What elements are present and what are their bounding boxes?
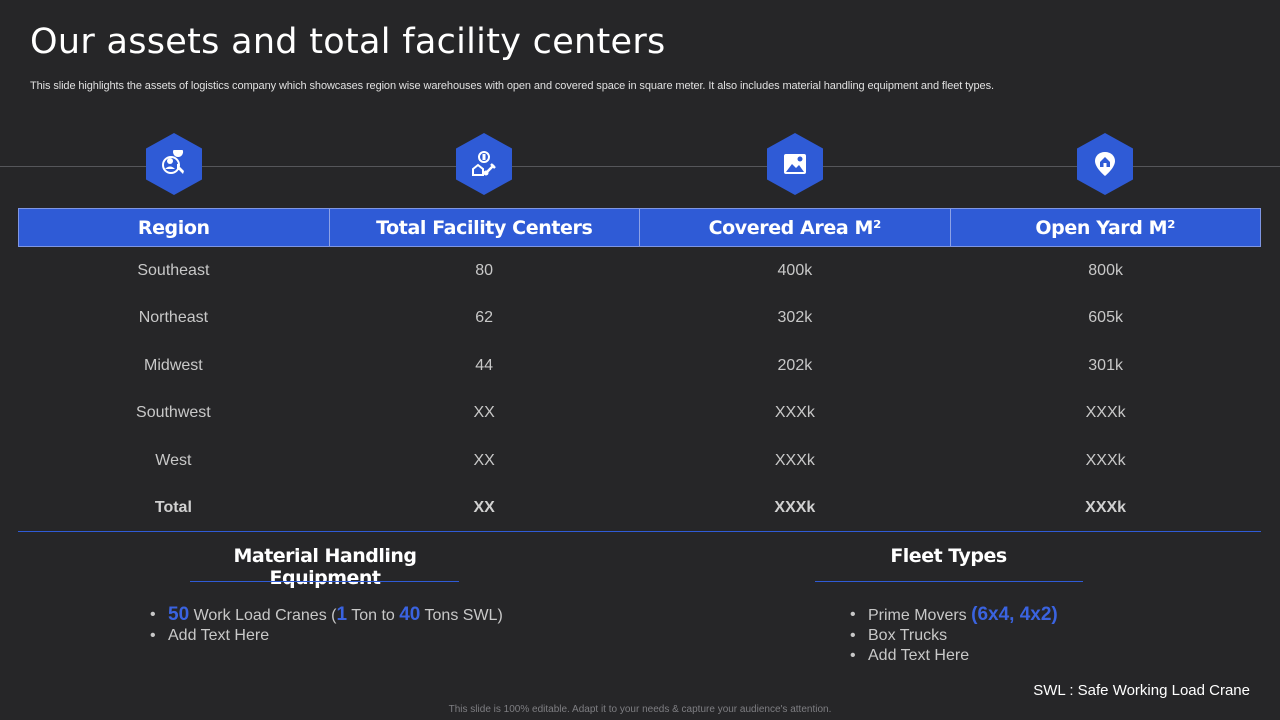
cell-covered-area: XXXk <box>774 404 815 422</box>
location-home-icon <box>1095 152 1115 176</box>
table-total-row: Total XX XXXk XXXk <box>18 485 1261 533</box>
open-yard-icon-badge <box>1077 133 1133 195</box>
crane-text: Ton to <box>347 607 400 624</box>
table-row: Midwest 44 202k 301k <box>18 342 1261 390</box>
cell-region: Total <box>154 499 192 517</box>
cell-facility-centers: XX <box>473 451 495 469</box>
cell-open-yard: 301k <box>1088 356 1123 374</box>
footer-text: This slide is 100% editable. Adapt it to… <box>448 704 832 715</box>
cell-facility-centers: XX <box>473 404 495 422</box>
list-item: Prime Movers (6x4, 4x2) <box>848 605 1058 626</box>
region-people-icon <box>162 150 184 174</box>
cell-facility-centers: 62 <box>475 309 494 327</box>
region-icon-badge <box>146 133 202 195</box>
cell-covered-area: 202k <box>777 356 813 374</box>
list-item: Add Text Here <box>148 626 503 646</box>
swl-note: SWL : Safe Working Load Crane <box>1033 682 1250 699</box>
header-region: Region <box>19 209 330 246</box>
fleet-text: Prime Movers <box>868 607 972 624</box>
equipment-title: Material Handling Equipment <box>233 545 417 589</box>
slide-title: Our assets and total facility centers <box>30 22 666 62</box>
cell-region: Southwest <box>136 404 211 422</box>
cell-region: Midwest <box>144 356 203 374</box>
divider-line <box>0 166 1280 167</box>
fleet-title: Fleet Types <box>890 545 1007 567</box>
list-item: Box Trucks <box>848 626 1058 646</box>
table-bottom-line <box>18 531 1261 532</box>
header-open-yard: Open Yard M² <box>1035 216 1176 239</box>
table-row: Northeast 62 302k 605k <box>18 295 1261 343</box>
cell-open-yard: XXXk <box>1085 404 1126 422</box>
crane-text: Tons SWL) <box>420 607 503 624</box>
crane-max: 40 <box>399 604 421 625</box>
slide-subtitle: This slide highlights the assets of logi… <box>30 80 994 92</box>
image-area-icon <box>784 154 806 174</box>
cell-open-yard: 605k <box>1088 309 1123 327</box>
equipment-list: 50 Work Load Cranes (1 Ton to 40 Tons SW… <box>148 605 503 647</box>
cell-facility-centers: 80 <box>475 261 494 279</box>
cell-facility-centers: XX <box>473 499 495 517</box>
table-row: West XX XXXk XXXk <box>18 437 1261 485</box>
facility-building-icon <box>472 151 496 176</box>
assets-table: Region Total Facility Centers Covered Ar… <box>18 208 1261 532</box>
cell-covered-area: 400k <box>777 261 813 279</box>
crane-text: Work Load Cranes ( <box>189 607 337 624</box>
list-item: Add Text Here <box>848 646 1058 666</box>
cell-covered-area: XXXk <box>774 499 816 517</box>
table-row: Southwest XX XXXk XXXk <box>18 390 1261 438</box>
cell-region: Northeast <box>138 309 209 327</box>
table-header: Region Total Facility Centers Covered Ar… <box>18 208 1261 247</box>
cell-open-yard: XXXk <box>1085 499 1127 517</box>
fleet-underline <box>815 581 1083 582</box>
fleet-list: Prime Movers (6x4, 4x2) Box Trucks Add T… <box>848 605 1058 667</box>
cell-region: Southeast <box>137 261 210 279</box>
facility-icon-badge <box>456 133 512 195</box>
cell-facility-centers: 44 <box>475 356 494 374</box>
equipment-underline <box>190 581 459 582</box>
cell-open-yard: 800k <box>1088 261 1123 279</box>
cell-open-yard: XXXk <box>1085 451 1126 469</box>
header-covered-area: Covered Area M² <box>640 209 951 246</box>
crane-min: 1 <box>336 604 348 625</box>
fleet-highlight: (6x4, 4x2) <box>971 604 1058 625</box>
cell-covered-area: 302k <box>777 309 813 327</box>
cell-region: West <box>155 451 192 469</box>
cell-covered-area: XXXk <box>774 451 815 469</box>
covered-area-icon-badge <box>767 133 823 195</box>
table-row: Southeast 80 400k 800k <box>18 247 1261 295</box>
list-item: 50 Work Load Cranes (1 Ton to 40 Tons SW… <box>148 605 503 626</box>
header-total-facility-centers: Total Facility Centers <box>330 209 640 246</box>
crane-count: 50 <box>168 604 190 625</box>
